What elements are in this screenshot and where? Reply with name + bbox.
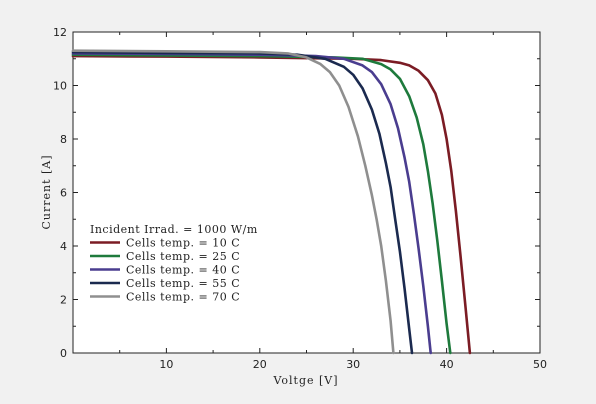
legend-entry-5: Cells temp. = 70 C [126, 291, 240, 304]
x-tick-label: 20 [253, 358, 267, 371]
legend-entry-3: Cells temp. = 40 C [126, 264, 240, 277]
y-tick-label: 2 [60, 294, 67, 307]
x-tick-label: 40 [440, 358, 454, 371]
y-axis-title: Current [A] [40, 154, 53, 229]
x-axis-title: Voltge [V] [272, 374, 338, 387]
x-tick-label: 50 [533, 358, 547, 371]
legend-entry-1: Cells temp. = 10 C [126, 237, 240, 250]
x-tick-label: 10 [159, 358, 173, 371]
y-tick-label: 10 [53, 80, 67, 93]
y-tick-label: 6 [60, 187, 67, 200]
y-tick-label: 8 [60, 133, 67, 146]
ticks-layer: 10 20 30 40 50 0 2 4 6 8 10 12 [53, 26, 547, 371]
y-tick-label: 0 [60, 347, 67, 360]
series-layer [71, 49, 472, 355]
plot-area [72, 31, 541, 354]
y-tick-label: 4 [60, 240, 67, 253]
y-tick-label: 12 [53, 26, 67, 39]
legend-entry-4: Cells temp. = 55 C [126, 277, 240, 290]
legend-title: Incident Irrad. = 1000 W/m [90, 223, 258, 236]
x-tick-label: 30 [346, 358, 360, 371]
series-line-5 [71, 49, 395, 355]
legend-entry-2: Cells temp. = 25 C [126, 250, 240, 263]
